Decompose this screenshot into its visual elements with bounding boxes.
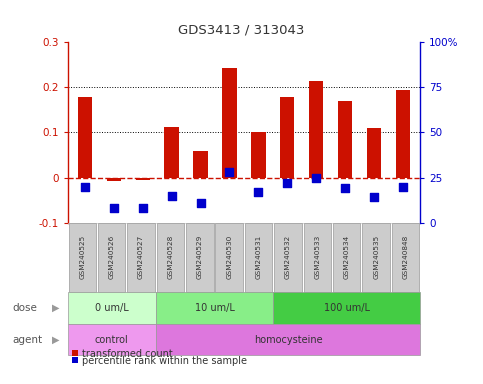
- Text: control: control: [95, 335, 128, 345]
- Text: GSM240525: GSM240525: [79, 235, 85, 280]
- Bar: [309, 81, 324, 177]
- Text: GSM240848: GSM240848: [402, 235, 409, 280]
- Bar: [107, 177, 121, 181]
- Bar: [136, 177, 150, 180]
- Text: GSM240534: GSM240534: [344, 235, 350, 280]
- Text: homocysteine: homocysteine: [254, 335, 322, 345]
- Point: [168, 193, 175, 199]
- Text: GSM240530: GSM240530: [226, 235, 232, 280]
- Point: [284, 180, 291, 186]
- Text: GDS3413 / 313043: GDS3413 / 313043: [178, 23, 305, 36]
- Bar: [222, 68, 237, 177]
- Bar: [78, 97, 92, 177]
- Text: GSM240533: GSM240533: [314, 235, 320, 280]
- Text: percentile rank within the sample: percentile rank within the sample: [82, 356, 247, 366]
- Bar: [280, 97, 295, 177]
- Bar: [251, 132, 266, 177]
- Text: agent: agent: [12, 335, 42, 345]
- Point: [255, 189, 262, 195]
- Point: [370, 194, 378, 200]
- Point: [399, 184, 407, 190]
- Text: 10 um/L: 10 um/L: [195, 303, 234, 313]
- Point: [197, 200, 204, 206]
- Text: 0 um/L: 0 um/L: [95, 303, 128, 313]
- Bar: [338, 101, 352, 177]
- Point: [313, 174, 320, 181]
- Text: ▶: ▶: [52, 335, 59, 345]
- Text: GSM240532: GSM240532: [285, 235, 291, 280]
- Bar: [193, 151, 208, 177]
- Text: GSM240531: GSM240531: [256, 235, 262, 280]
- Text: 100 um/L: 100 um/L: [324, 303, 370, 313]
- Bar: [396, 89, 410, 177]
- Text: ▶: ▶: [52, 303, 59, 313]
- Point: [341, 185, 349, 192]
- Text: GSM240528: GSM240528: [168, 235, 173, 280]
- Point: [81, 184, 89, 190]
- Point: [226, 169, 233, 175]
- Text: GSM240526: GSM240526: [109, 235, 114, 280]
- Bar: [164, 127, 179, 177]
- Bar: [367, 128, 381, 177]
- Point: [110, 205, 118, 211]
- Text: GSM240535: GSM240535: [373, 235, 379, 280]
- Text: dose: dose: [12, 303, 37, 313]
- Point: [139, 205, 147, 211]
- Text: GSM240527: GSM240527: [138, 235, 144, 280]
- Text: transformed count: transformed count: [82, 349, 173, 359]
- Text: GSM240529: GSM240529: [197, 235, 203, 280]
